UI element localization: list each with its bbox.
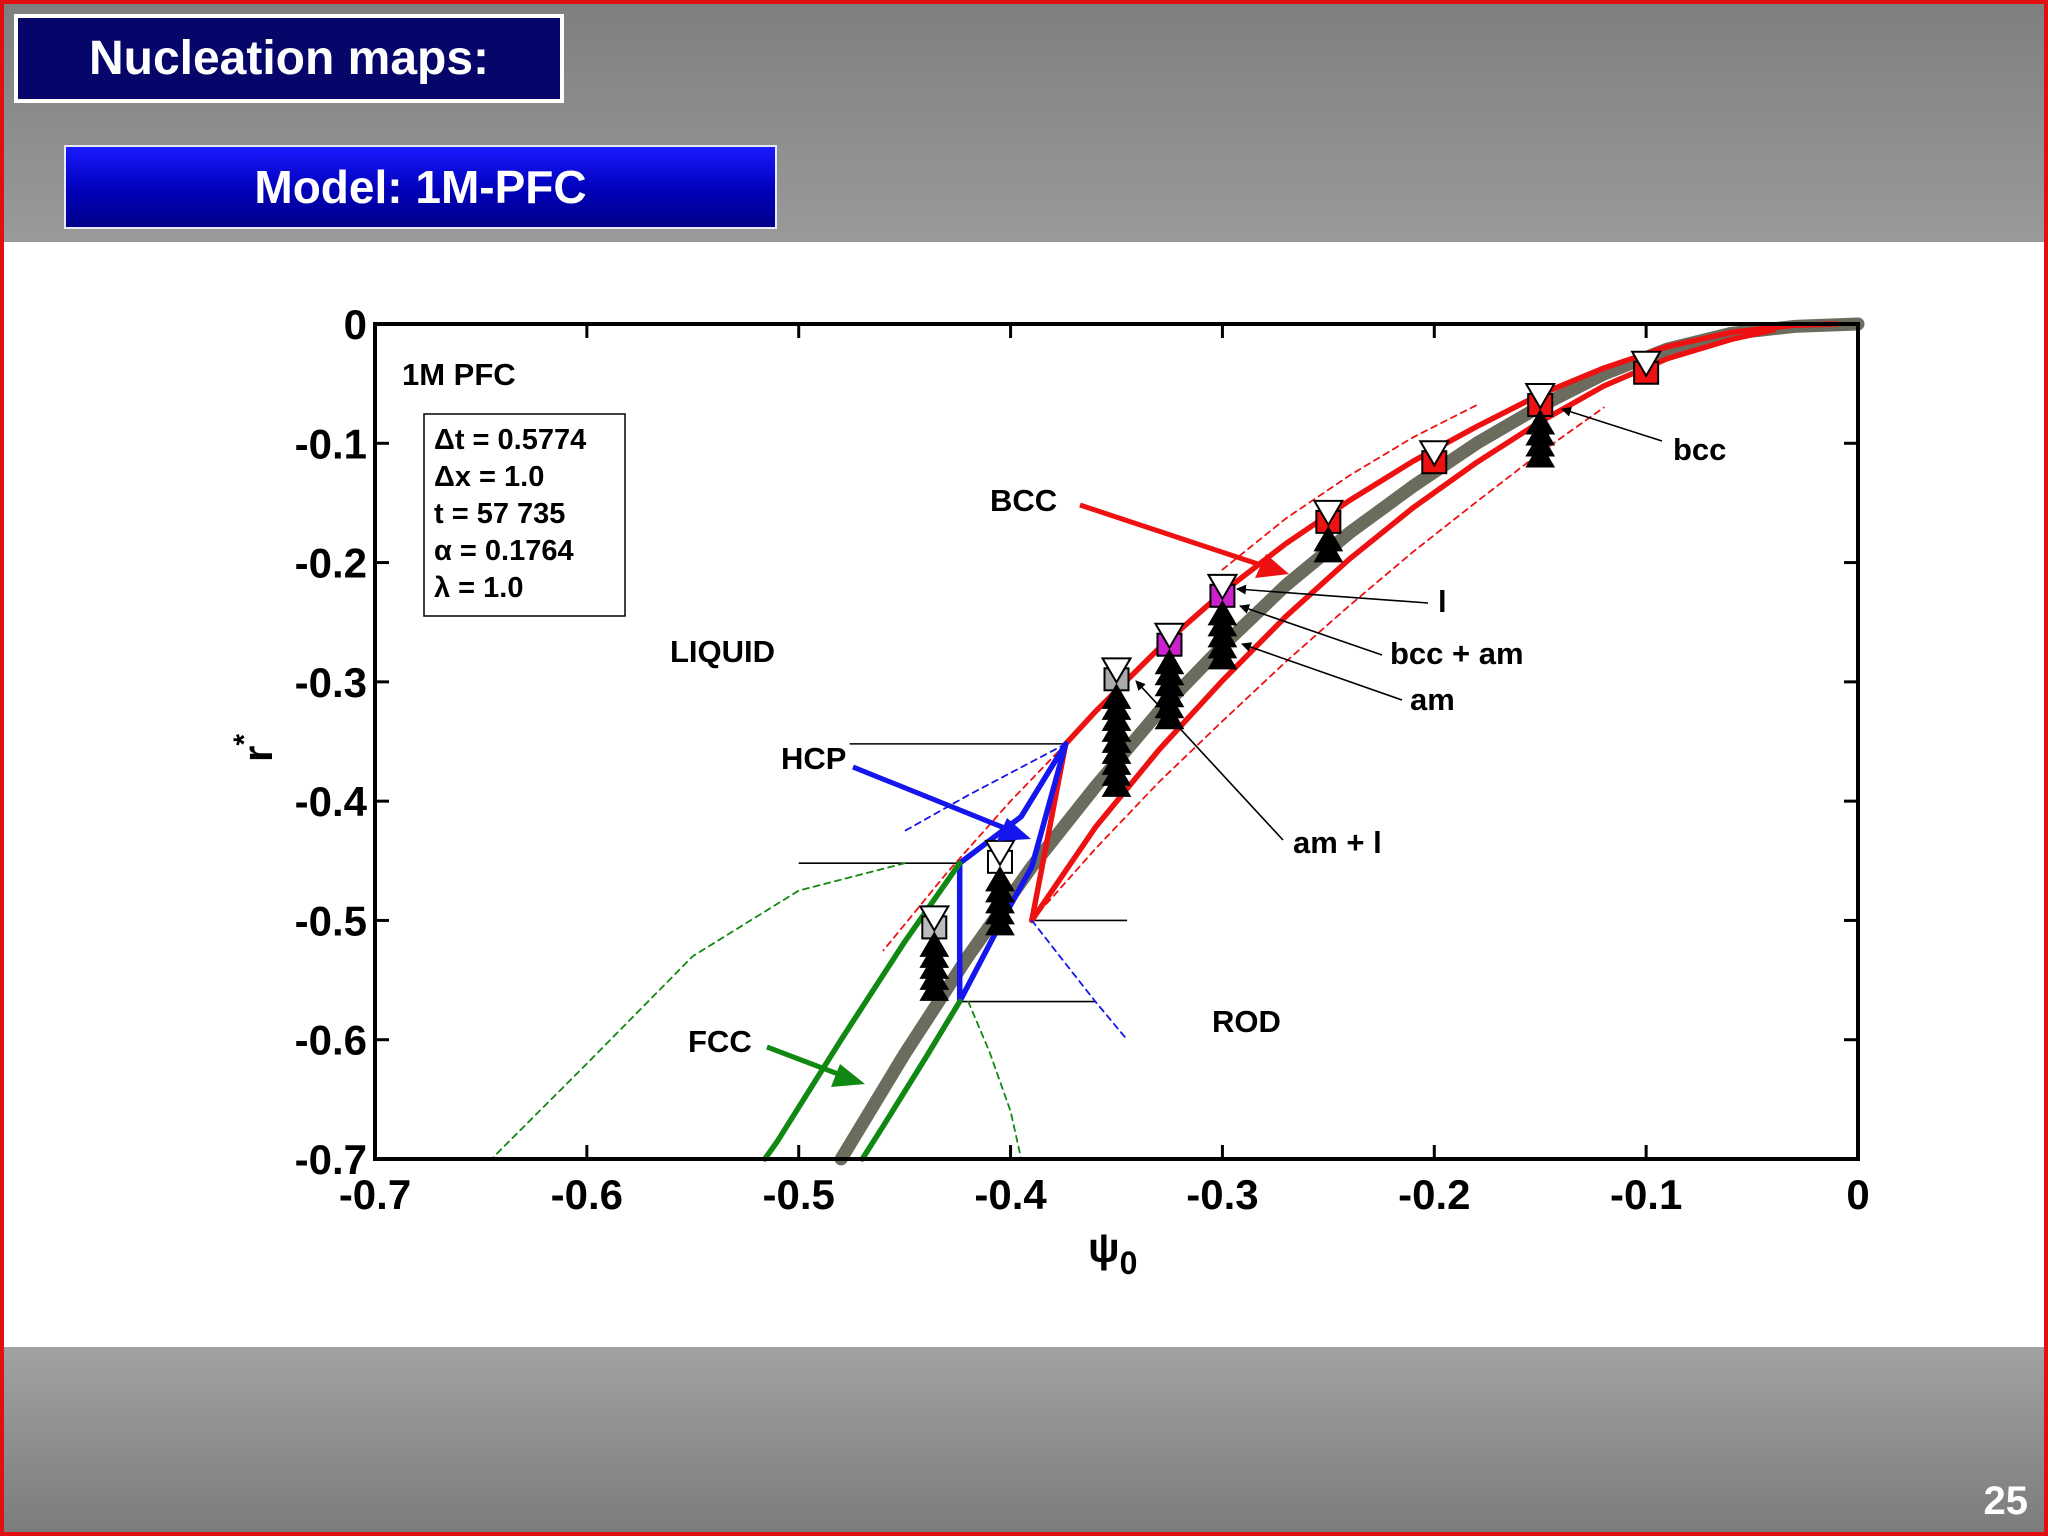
bcc-arrow: [1079, 502, 1271, 571]
y-axis-label: r*: [228, 734, 281, 762]
marker-up-triangle-7-4: [985, 909, 1015, 936]
x-axis-label: ψ0: [1088, 1224, 1137, 1281]
marker-up-triangle-8-4: [919, 975, 950, 1001]
x-tick-label-2: -0.5: [763, 1171, 835, 1218]
y-tick-label-5: -0.5: [295, 897, 367, 944]
y-tick-label-0: 0: [344, 301, 367, 348]
marker-down-triangle-0: [1630, 350, 1662, 378]
param-t: t = 57 735: [434, 498, 565, 530]
x-tick-label-5: -0.2: [1398, 1171, 1470, 1218]
marker-down-triangle-4: [1206, 573, 1239, 601]
x-tick-label-6: -0.1: [1610, 1171, 1682, 1218]
hcp-arrow: [852, 764, 1013, 834]
y-axis-label-sup: *: [228, 734, 261, 746]
x-tick-label-3: -0.4: [974, 1171, 1047, 1218]
pointer-bcc-am: [1239, 604, 1383, 656]
marker-up-triangle-1-3: [1525, 441, 1556, 468]
series-line-5: [1221, 404, 1478, 571]
y-tick-label-1: -0.1: [295, 420, 367, 467]
footer-band: [4, 1347, 2044, 1532]
pointer-am: [1241, 642, 1403, 701]
annotation-am: am: [1410, 682, 1455, 717]
params-box: [423, 413, 626, 617]
series-line-13: [967, 1000, 1023, 1160]
x-tick-label-1: -0.6: [551, 1171, 623, 1218]
series-line-6: [1030, 406, 1605, 922]
x-tick-label-7: 0: [1846, 1171, 1869, 1218]
region-liquid: LIQUID: [670, 634, 775, 669]
pointer-bcc: [1561, 406, 1663, 442]
phase-label-fcc: FCC: [688, 1024, 752, 1059]
fcc-arrow-head: [831, 1064, 865, 1087]
marker-down-triangle-6: [1100, 657, 1133, 685]
hcp-arrow-head: [997, 818, 1031, 841]
page-number: 25: [1983, 1479, 2029, 1523]
y-tick-label-3: -0.3: [295, 659, 367, 706]
annotation-bcc: bcc: [1673, 432, 1726, 467]
marker-down-triangle-5: [1153, 622, 1186, 650]
pointer-am-l: [1135, 680, 1284, 841]
x-tick-label-4: -0.3: [1186, 1171, 1258, 1218]
param-dt: Δt = 0.5774: [434, 424, 586, 456]
series-line-2: [1029, 327, 1777, 924]
x-axis-label-main: ψ: [1088, 1224, 1120, 1271]
series-line-4: [882, 743, 1067, 952]
series-line-8: [903, 743, 1067, 832]
marker-up-triangle-6-8: [1101, 771, 1132, 797]
region-rod: ROD: [1212, 1004, 1281, 1039]
series-line-9: [1030, 919, 1128, 1041]
x-axis-label-sub: 0: [1120, 1245, 1138, 1281]
pointer-l: [1236, 584, 1429, 604]
x-tick-label-0: -0.7: [339, 1171, 411, 1218]
y-axis-label-main: r: [234, 746, 281, 762]
svg-text:r*: r*: [228, 734, 281, 762]
panel-label: 1M PFC: [402, 357, 516, 392]
plot-frame: [373, 322, 1860, 1161]
marker-up-triangle-3-1: [1313, 536, 1344, 563]
bcc-arrow-head: [1255, 554, 1289, 578]
annotation-l: l: [1438, 584, 1447, 619]
annotation-bcc-am: bcc + am: [1390, 636, 1524, 671]
marker-down-triangle-8: [918, 905, 951, 933]
marker-down-triangle-1: [1524, 382, 1556, 410]
param-lambda: λ = 1.0: [434, 572, 524, 604]
model-label: Model: 1M-PFC: [64, 145, 777, 229]
marker-down-triangle-3: [1312, 499, 1345, 527]
phase-label-bcc: BCC: [990, 483, 1057, 518]
y-tick-label-2: -0.2: [295, 540, 367, 587]
y-tick-label-4: -0.4: [295, 778, 368, 825]
param-dx: Δx = 1.0: [434, 461, 544, 493]
marker-up-triangle-4-4: [1207, 643, 1238, 670]
annotation-am-l: am + l: [1293, 825, 1382, 860]
series-line-12: [490, 862, 906, 1160]
slide-title: Nucleation maps:: [14, 14, 564, 103]
marker-down-triangle-2: [1418, 440, 1451, 468]
param-alpha: α = 0.1764: [434, 535, 574, 567]
series-line-11: [859, 998, 963, 1162]
y-tick-label-7: -0.7: [295, 1136, 367, 1183]
fcc-arrow: [766, 1044, 847, 1080]
phase-label-hcp: HCP: [781, 741, 846, 776]
y-tick-label-6: -0.6: [295, 1017, 367, 1064]
